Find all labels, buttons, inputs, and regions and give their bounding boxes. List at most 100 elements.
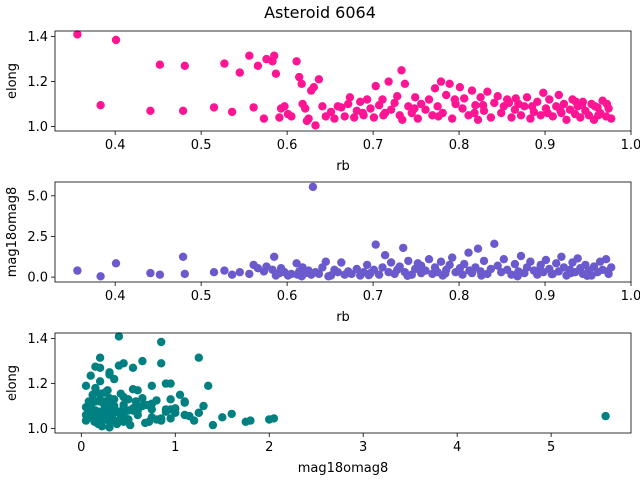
scatter-point <box>204 381 213 390</box>
scatter-point <box>576 113 585 122</box>
scatter-point <box>111 35 121 45</box>
y-tick: 1.2 <box>27 377 55 392</box>
scatter-point <box>95 397 105 406</box>
scatter-point <box>318 102 327 111</box>
subplot-2-ylabel: mag18omag8 <box>5 187 20 278</box>
scatter-point <box>119 417 128 426</box>
scatter-point <box>448 114 457 123</box>
subplot-3-xlabel: mag18omag8 <box>298 461 389 476</box>
scatter-point <box>601 411 610 421</box>
y-tick-label: 0.0 <box>27 271 48 286</box>
x-tick: 1.0 <box>621 131 640 153</box>
scatter-point <box>430 84 440 93</box>
scatter-point <box>218 413 227 422</box>
scatter-point <box>410 104 419 113</box>
scatter-point <box>411 93 420 102</box>
scatter-point <box>473 115 483 125</box>
x-tick: 3 <box>359 433 367 455</box>
x-tick-label: 0.8 <box>449 289 470 304</box>
scatter-point <box>536 111 545 120</box>
scatter-point <box>157 359 166 368</box>
x-tick-label: 1.0 <box>621 138 640 153</box>
scatter-point <box>245 51 254 60</box>
scatter-point <box>510 259 520 269</box>
y-tick-label: 1.2 <box>27 75 48 90</box>
scatter-point <box>479 256 489 266</box>
y-tick: 1.0 <box>27 422 55 437</box>
scatter-point <box>434 112 443 121</box>
scatter-point <box>166 395 175 404</box>
scatter-point <box>95 363 105 372</box>
scatter-point <box>399 243 408 253</box>
scatter-point <box>460 259 469 269</box>
scatter-point <box>194 353 203 362</box>
y-tick-label: 1.4 <box>27 30 48 45</box>
y-tick: 1.2 <box>27 75 55 90</box>
figure-title: Asteroid 6064 <box>264 3 376 22</box>
x-tick-label: 0.7 <box>363 289 384 304</box>
x-tick: 0.7 <box>363 131 383 153</box>
scatter-point <box>556 106 565 116</box>
x-tick-label: 0.4 <box>105 289 126 304</box>
scatter-point <box>128 385 138 394</box>
scatter-point <box>95 377 105 386</box>
scatter-point <box>554 90 563 100</box>
scatter-point <box>590 102 600 111</box>
subplot-2-yticks: 0.0 2.5 5.0 <box>27 189 55 286</box>
scatter-point <box>601 255 611 264</box>
scatter-point <box>526 257 535 266</box>
scatter-point <box>526 114 535 123</box>
scatter-point <box>180 269 189 279</box>
scatter-point <box>477 271 486 280</box>
scatter-point <box>417 261 426 270</box>
subplot-1-points <box>73 30 616 130</box>
scatter-point <box>371 240 380 249</box>
subplot-2-xticks: 0.4 0.5 0.6 0.7 0.8 0.9 1.0 <box>105 282 640 304</box>
scatter-point <box>378 95 387 104</box>
scatter-point <box>138 394 147 403</box>
x-tick: 0.8 <box>449 282 470 304</box>
scatter-point <box>131 397 140 406</box>
scatter-point <box>559 99 569 109</box>
subplot-1-xlabel: rb <box>336 159 350 174</box>
x-tick-label: 0.6 <box>277 138 298 153</box>
scatter-point <box>119 410 128 420</box>
x-tick: 0.6 <box>277 131 298 153</box>
scatter-point <box>180 61 189 70</box>
subplot-2-xlabel: rb <box>336 310 350 325</box>
scatter-point <box>527 102 537 111</box>
scatter-point <box>88 390 97 399</box>
scatter-point <box>464 248 473 257</box>
scatter-point <box>146 268 155 278</box>
subplot-1-ylabel: elong <box>5 63 20 99</box>
subplot-3-yticks: 1.0 1.2 1.4 <box>27 332 55 437</box>
scatter-point <box>380 251 390 260</box>
scatter-point <box>507 113 516 122</box>
scatter-point <box>371 81 380 91</box>
scatter-point <box>366 104 375 113</box>
subplot-2: 0.4 0.5 0.6 0.7 0.8 0.9 1.0 0.0 2.5 5.0 rb mag18… <box>5 181 640 325</box>
scatter-point <box>178 106 188 116</box>
scatter-point <box>249 103 258 112</box>
x-tick: 0.4 <box>105 131 126 153</box>
scatter-point <box>126 420 135 430</box>
scatter-point <box>321 257 330 266</box>
scatter-point <box>424 95 434 104</box>
subplot-2-points <box>73 182 616 281</box>
scatter-point <box>270 51 279 60</box>
scatter-point <box>465 266 474 275</box>
scatter-point <box>333 268 342 277</box>
x-tick: 0.5 <box>191 131 211 153</box>
scatter-point <box>147 399 156 408</box>
scatter-point <box>511 94 520 103</box>
y-tick-label: 1.4 <box>27 332 48 347</box>
scatter-point <box>144 417 154 426</box>
x-tick: 4 <box>453 433 461 455</box>
scatter-point <box>175 390 185 399</box>
scatter-point <box>436 77 446 86</box>
scatter-point <box>157 337 166 347</box>
scatter-point <box>539 88 548 98</box>
scatter-point <box>390 98 399 108</box>
scatter-point <box>90 417 99 426</box>
scatter-point <box>499 255 508 264</box>
